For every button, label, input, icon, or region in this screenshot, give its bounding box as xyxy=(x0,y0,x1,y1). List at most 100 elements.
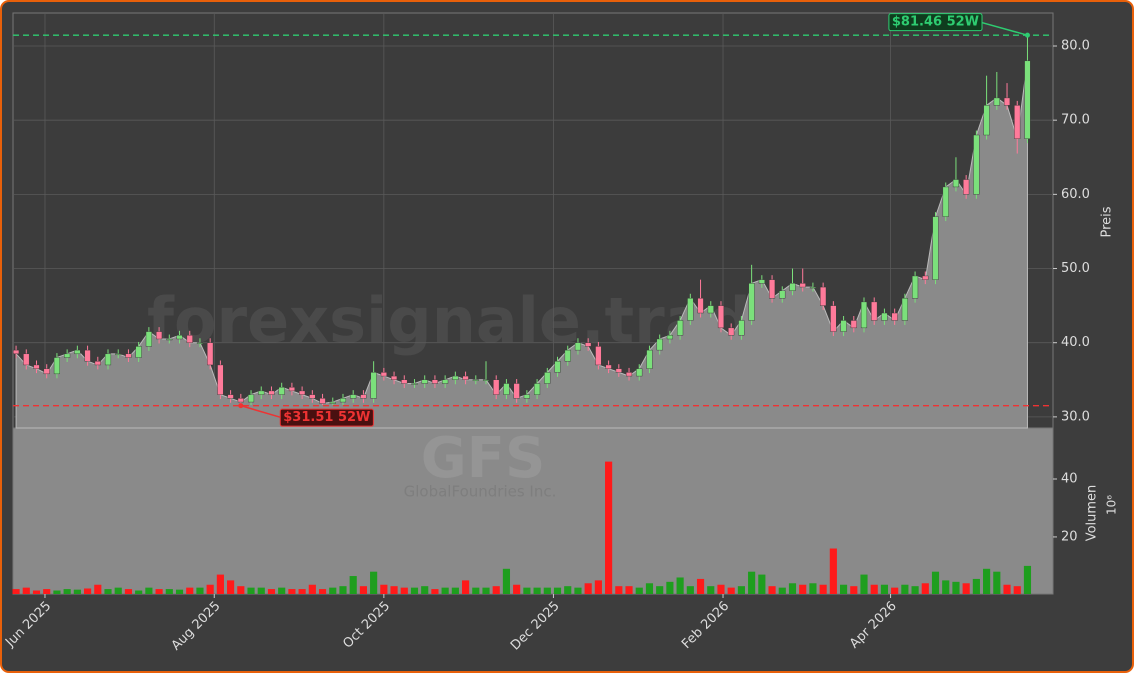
y-axis-label: Preis xyxy=(1100,206,1115,237)
candle-body xyxy=(748,283,755,321)
y-tick-label: 50.0 xyxy=(1061,261,1090,276)
volume-bar xyxy=(1003,584,1011,594)
volume-bar xyxy=(349,576,357,594)
annotation-box xyxy=(279,408,374,427)
volume-bar xyxy=(84,588,92,594)
candle-body xyxy=(932,216,939,280)
candle-body xyxy=(227,394,234,399)
candle-body xyxy=(23,353,30,366)
volume-bar xyxy=(921,583,929,594)
volume-bar xyxy=(584,583,592,594)
candle-body xyxy=(125,353,132,358)
company-watermark: GlobalFoundries Inc. xyxy=(404,483,557,501)
candle-body xyxy=(605,364,612,369)
candle-body xyxy=(574,342,582,351)
volume-bar xyxy=(451,587,459,594)
candle-body xyxy=(697,297,704,314)
candle-body xyxy=(247,394,255,403)
volume-y-tick-label: 20 xyxy=(1061,529,1078,544)
candle-body xyxy=(1014,105,1021,139)
candle-body xyxy=(411,383,418,385)
candle-body xyxy=(840,320,847,332)
candle-body xyxy=(963,179,970,195)
candle-body xyxy=(922,275,929,280)
annotation-arrow xyxy=(240,404,283,419)
volume-bar xyxy=(533,587,541,594)
volume-bar xyxy=(94,584,102,594)
candle-body xyxy=(196,342,204,344)
candle-body xyxy=(830,305,837,332)
candle-body xyxy=(156,331,163,340)
volume-bar xyxy=(329,587,337,594)
volume-bar xyxy=(114,587,122,594)
annotation-box xyxy=(888,13,983,32)
candle-body xyxy=(615,368,622,373)
candle-body xyxy=(166,338,173,341)
candle-body xyxy=(84,349,91,362)
candle-body xyxy=(350,394,357,399)
candle-body xyxy=(1024,60,1031,139)
volume-bar xyxy=(359,586,367,594)
candle-body xyxy=(288,387,295,392)
volume-bar xyxy=(155,589,163,594)
volume-bar xyxy=(502,568,511,594)
volume-bar xyxy=(308,584,316,594)
volume-bar xyxy=(461,580,470,594)
volume-bar xyxy=(145,587,153,594)
volume-bar xyxy=(227,580,235,594)
volume-bar xyxy=(1023,565,1032,594)
volume-bar xyxy=(901,584,909,594)
volume-bar xyxy=(952,581,960,594)
volume-bar xyxy=(615,586,623,594)
volume-bar xyxy=(410,587,419,594)
candle-body xyxy=(881,312,888,321)
candle-body xyxy=(779,290,786,299)
volume-bar xyxy=(870,584,878,594)
candle-body xyxy=(401,379,408,384)
candle-body xyxy=(268,390,275,395)
volume-bar xyxy=(983,568,991,594)
volume-bar xyxy=(962,583,970,594)
volume-bar xyxy=(594,580,602,594)
volume-bar xyxy=(686,586,694,594)
y-tick-label: 30.0 xyxy=(1061,409,1090,424)
candle-body xyxy=(482,379,490,381)
volume-bar xyxy=(625,586,633,594)
candle-body xyxy=(554,361,561,373)
volume-bar xyxy=(288,589,296,594)
volume-bar xyxy=(53,590,61,594)
candle-body xyxy=(176,335,183,340)
volume-bar xyxy=(645,583,654,594)
volume-bar xyxy=(758,574,766,594)
candle-body xyxy=(278,387,285,395)
candle-body xyxy=(789,283,796,291)
candle-body xyxy=(421,379,428,384)
volume-bar xyxy=(492,586,500,594)
volume-bar xyxy=(737,586,745,594)
volume-bar xyxy=(482,587,490,594)
candle-body xyxy=(258,390,265,395)
volume-bar xyxy=(370,571,378,594)
volume-bar xyxy=(73,589,81,594)
candle-body xyxy=(33,364,40,369)
volume-bar xyxy=(135,590,143,594)
volume-bar xyxy=(472,587,480,594)
volume-bar xyxy=(22,587,30,594)
candle-body xyxy=(585,342,592,347)
volume-bar xyxy=(574,587,582,594)
candle-body xyxy=(135,346,142,358)
volume-bar xyxy=(1013,586,1021,594)
volume-bar xyxy=(891,587,899,594)
volume-bar xyxy=(911,586,919,594)
candle-body xyxy=(860,301,868,329)
candle-body xyxy=(380,372,387,377)
annotation-label: $81.46 52W xyxy=(892,15,979,30)
candle-body xyxy=(738,320,745,336)
volume-bar xyxy=(421,586,429,594)
volume-bar xyxy=(513,584,521,594)
candle-body xyxy=(493,379,500,395)
candle-body xyxy=(891,312,898,321)
candle-body xyxy=(472,379,479,381)
candle-body xyxy=(809,286,816,289)
volume-bar xyxy=(696,578,705,594)
